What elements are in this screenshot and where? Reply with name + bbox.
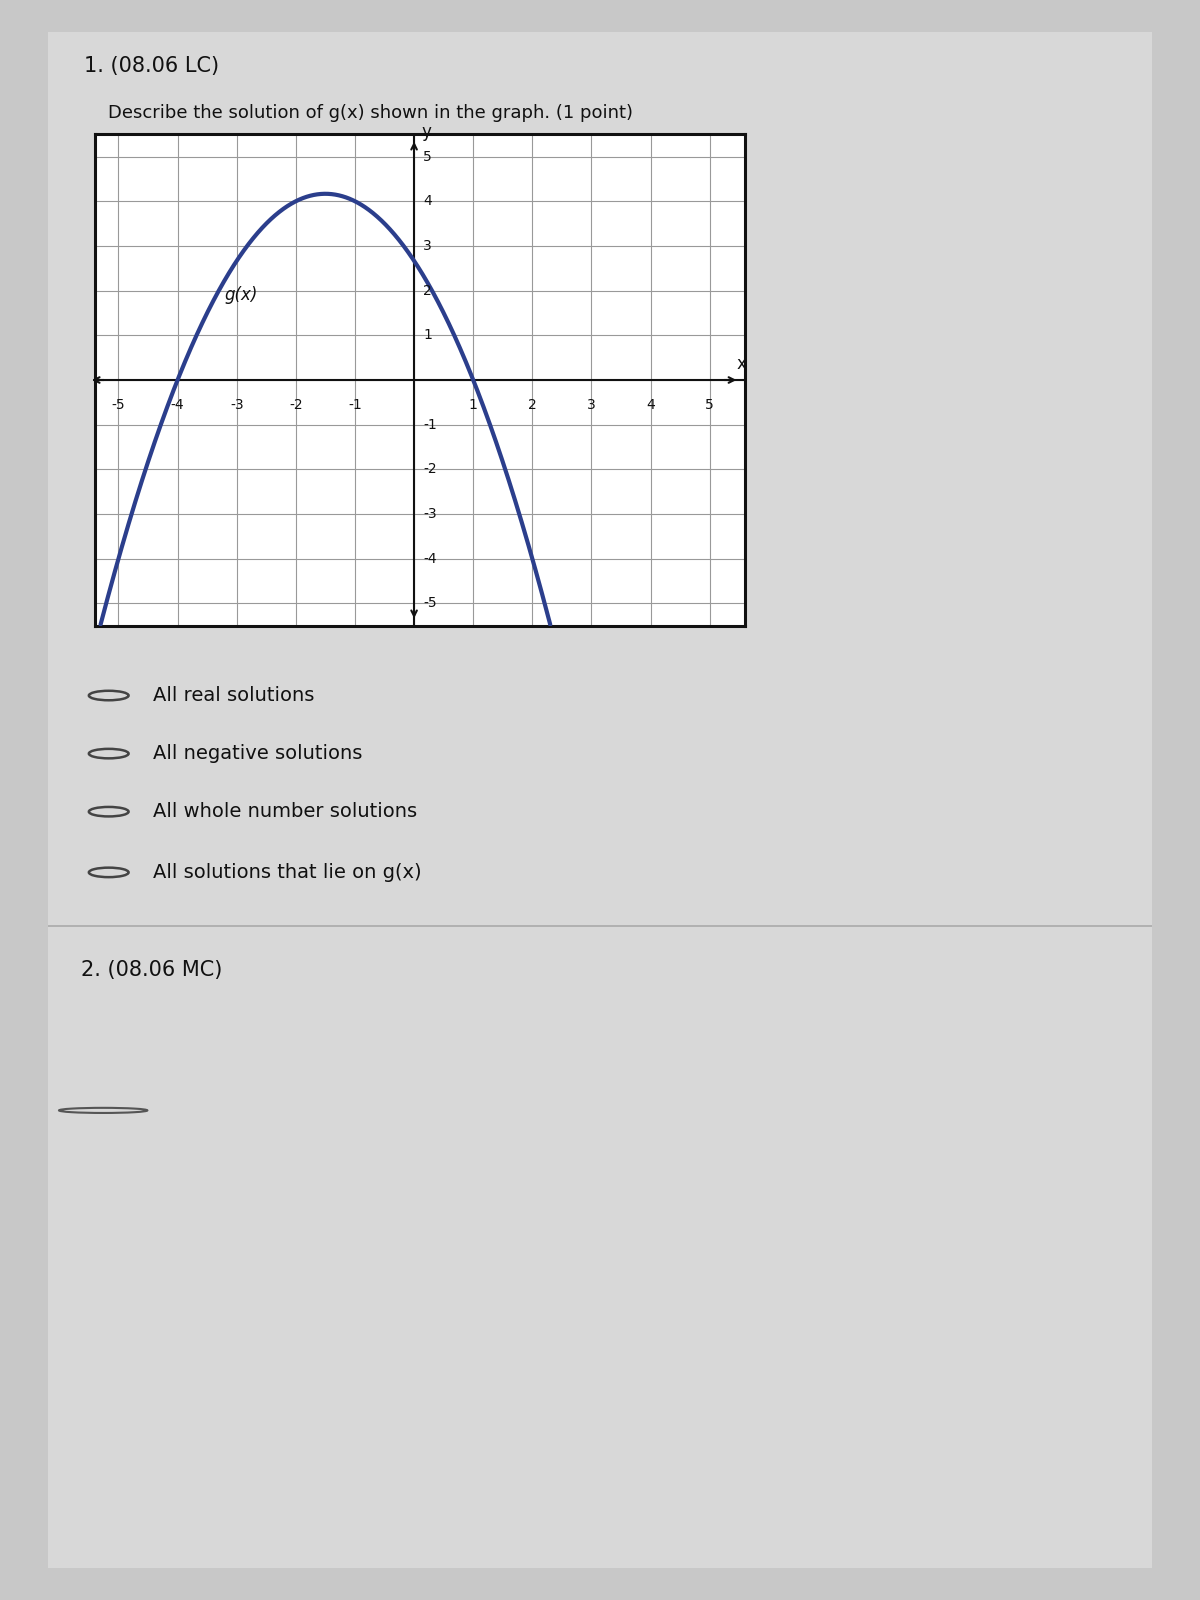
Text: All solutions that lie on g(x): All solutions that lie on g(x) xyxy=(152,862,421,882)
Text: -5: -5 xyxy=(112,398,125,411)
Text: All whole number solutions: All whole number solutions xyxy=(152,802,418,821)
Text: -1: -1 xyxy=(348,398,362,411)
Text: All real solutions: All real solutions xyxy=(152,686,314,706)
Text: 5: 5 xyxy=(422,150,432,163)
Text: 3: 3 xyxy=(587,398,596,411)
Text: 1. (08.06 LC): 1. (08.06 LC) xyxy=(84,56,220,75)
Text: y: y xyxy=(421,123,431,141)
Text: 5: 5 xyxy=(706,398,714,411)
Text: -4: -4 xyxy=(422,552,437,566)
Text: -2: -2 xyxy=(289,398,302,411)
Text: 4: 4 xyxy=(647,398,655,411)
Text: -1: -1 xyxy=(422,418,437,432)
Text: 1: 1 xyxy=(469,398,478,411)
Text: -3: -3 xyxy=(230,398,244,411)
Text: 1: 1 xyxy=(422,328,432,342)
Text: 2: 2 xyxy=(422,283,432,298)
Text: 4: 4 xyxy=(422,194,432,208)
Text: Describe the solution of g(x) shown in the graph. (1 point): Describe the solution of g(x) shown in t… xyxy=(108,104,634,122)
Text: g(x): g(x) xyxy=(224,286,258,304)
Text: -2: -2 xyxy=(422,462,437,477)
Text: All negative solutions: All negative solutions xyxy=(152,744,362,763)
Text: 2. (08.06 MC): 2. (08.06 MC) xyxy=(82,960,222,979)
Text: -4: -4 xyxy=(170,398,185,411)
Text: x: x xyxy=(737,355,746,373)
Text: -5: -5 xyxy=(422,597,437,610)
Text: -3: -3 xyxy=(422,507,437,522)
Text: 2: 2 xyxy=(528,398,536,411)
Text: 3: 3 xyxy=(422,238,432,253)
